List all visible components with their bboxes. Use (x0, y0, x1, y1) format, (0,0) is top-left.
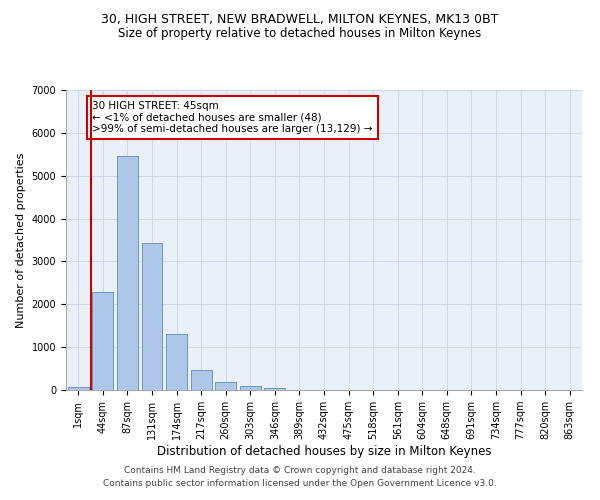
Y-axis label: Number of detached properties: Number of detached properties (16, 152, 26, 328)
Bar (215, 382, 236, 390)
Bar (92, 292, 113, 390)
Bar (265, 388, 286, 390)
Bar (240, 386, 261, 390)
Bar (191, 370, 212, 390)
Bar (117, 156, 138, 390)
Text: Size of property relative to detached houses in Milton Keynes: Size of property relative to detached ho… (118, 28, 482, 40)
Bar (142, 244, 163, 390)
Bar (166, 334, 187, 390)
Bar (68, 386, 89, 390)
X-axis label: Distribution of detached houses by size in Milton Keynes: Distribution of detached houses by size … (157, 445, 491, 458)
Text: 30 HIGH STREET: 45sqm
← <1% of detached houses are smaller (48)
>99% of semi-det: 30 HIGH STREET: 45sqm ← <1% of detached … (92, 100, 372, 134)
Text: 30, HIGH STREET, NEW BRADWELL, MILTON KEYNES, MK13 0BT: 30, HIGH STREET, NEW BRADWELL, MILTON KE… (101, 12, 499, 26)
Text: Contains HM Land Registry data © Crown copyright and database right 2024.
Contai: Contains HM Land Registry data © Crown c… (103, 466, 497, 487)
